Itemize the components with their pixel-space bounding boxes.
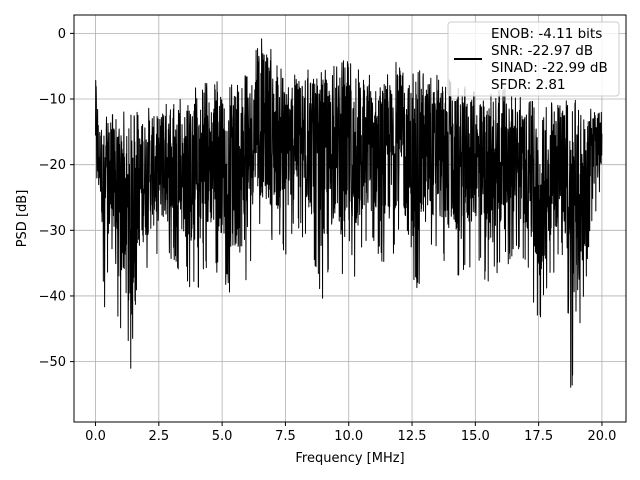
x-axis: 0.0 2.5 5.0 7.5 10.0 12.5 15.0 17.5 20.0 xyxy=(85,422,616,444)
y-axis-label: PSD [dB] xyxy=(15,190,30,248)
legend-box xyxy=(447,21,620,97)
series-line xyxy=(95,38,603,388)
x-tick-label: 12.5 xyxy=(398,429,427,444)
x-tick-label: 10.0 xyxy=(334,429,363,444)
psd-trace xyxy=(95,38,603,388)
x-tick-label: 17.5 xyxy=(524,429,553,444)
y-tick-label: −30 xyxy=(39,224,66,239)
x-tick-label: 20.0 xyxy=(587,429,616,444)
x-tick-label: 15.0 xyxy=(461,429,490,444)
x-axis-label: Frequency [MHz] xyxy=(295,451,404,466)
plot-area xyxy=(73,14,627,423)
legend: ENOB: -4.11 bits SNR: -22.97 dB SINAD: -… xyxy=(447,21,620,97)
y-tick-label: −10 xyxy=(39,93,66,108)
y-tick-label: 0 xyxy=(58,27,66,42)
y-tick-label: −20 xyxy=(39,158,66,173)
y-tick-label: −50 xyxy=(39,355,66,370)
y-tick-label: −40 xyxy=(39,289,66,304)
x-tick-label: 5.0 xyxy=(212,429,233,444)
y-axis: 0 −10 −20 −30 −40 −50 xyxy=(39,27,74,370)
legend-entry-sfdr: SFDR: 2.81 xyxy=(491,77,566,93)
x-tick-label: 2.5 xyxy=(148,429,169,444)
legend-entry-sinad: SINAD: -22.99 dB xyxy=(491,60,608,76)
legend-entry-snr: SNR: -22.97 dB xyxy=(491,43,593,59)
x-tick-label: 0.0 xyxy=(85,429,106,444)
x-tick-label: 7.5 xyxy=(275,429,296,444)
legend-entry-enob: ENOB: -4.11 bits xyxy=(491,26,602,42)
